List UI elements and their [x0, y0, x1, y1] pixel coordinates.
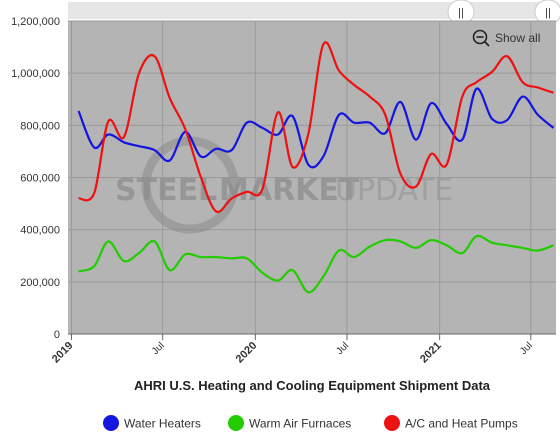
y-tick-label: 600,000: [20, 173, 60, 185]
legend-swatch: [103, 415, 119, 431]
watermark-word-1: STEEL: [115, 173, 217, 208]
chart-title: AHRI U.S. Heating and Cooling Equipment …: [134, 378, 491, 393]
y-tick-label: 800,000: [20, 120, 60, 132]
y-tick-label: 200,000: [20, 277, 60, 289]
range-navigator[interactable]: || ||: [68, 0, 560, 25]
legend-item-warm-air-furnaces[interactable]: Warm Air Furnaces: [228, 415, 351, 431]
y-tick-label: 1,200,000: [11, 16, 60, 28]
x-tick-label: Jul: [518, 340, 535, 357]
legend-label: A/C and Heat Pumps: [405, 417, 518, 431]
series-line-water-heaters[interactable]: [77, 87, 555, 169]
series-lines: [77, 41, 555, 294]
series-line-warm-air-furnaces[interactable]: [78, 234, 554, 294]
legend-swatch: [228, 415, 244, 431]
x-tick-label: 2020: [234, 340, 260, 366]
legend-item-a-c-and-heat-pumps[interactable]: A/C and Heat Pumps: [384, 415, 518, 431]
legend-label: Warm Air Furnaces: [249, 417, 351, 431]
y-tick-label: 0: [54, 329, 60, 341]
x-tick-label: 2021: [418, 340, 444, 366]
watermark-word-3: UPDATE: [335, 173, 453, 208]
navigator-track[interactable]: [68, 2, 558, 19]
legend-item-water-heaters[interactable]: Water Heaters: [103, 415, 201, 431]
legend-swatch: [384, 415, 400, 431]
y-tick-label: 1,000,000: [11, 68, 60, 80]
legend-label: Water Heaters: [124, 417, 201, 431]
x-tick-label: Jul: [150, 340, 167, 357]
y-tick-label: 400,000: [20, 225, 60, 237]
series-line-a-c-and-heat-pumps[interactable]: [78, 41, 554, 214]
navigator-handle-left-grip: ||: [458, 7, 464, 19]
legend: Water Heaters Warm Air Furnaces A/C and He…: [103, 415, 518, 431]
show-all-button[interactable]: Show all: [468, 26, 548, 48]
navigator-handle-right-grip: ||: [545, 7, 551, 19]
y-axis: 0 200,000 400,000 600,000 800,000 1,000,000 1,…: [11, 16, 60, 341]
x-tick-label: Jul: [334, 340, 351, 357]
x-axis: 2019 Jul 2020 Jul 2021 Jul: [50, 333, 556, 366]
show-all-label: Show all: [495, 31, 540, 45]
watermark-word-2: MARKET: [219, 173, 360, 208]
x-tick-label: 2019: [50, 340, 76, 366]
zoom-out-icon: [472, 29, 490, 47]
